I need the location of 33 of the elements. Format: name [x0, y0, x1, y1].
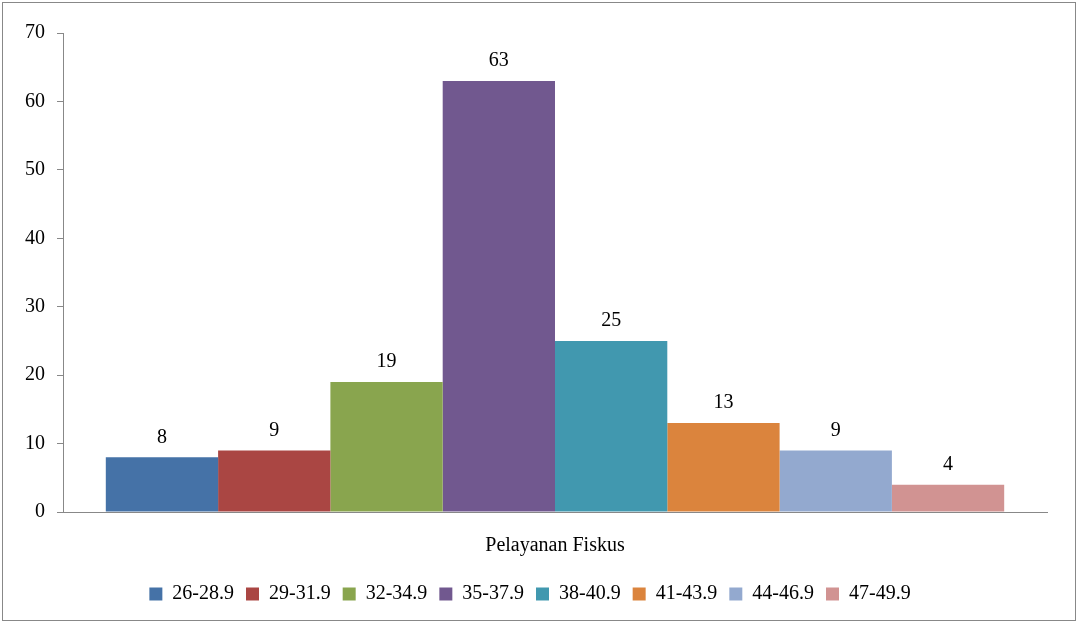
bar — [779, 450, 892, 512]
y-tick-label: 0 — [35, 499, 45, 522]
x-tick-label: Pelayanan Fiskus — [485, 533, 625, 557]
legend-label: 47-49.9 — [848, 581, 911, 604]
legend-label: 29-31.9 — [269, 581, 331, 604]
data-label: 9 — [269, 417, 280, 440]
y-tick-label: 50 — [25, 157, 45, 180]
bar — [891, 484, 1005, 512]
legend-label: 35-37.9 — [462, 581, 525, 604]
legend-label: 41-43.9 — [655, 581, 718, 604]
bar — [442, 80, 555, 512]
data-label: 4 — [943, 451, 954, 474]
y-tick-label: 60 — [25, 88, 45, 111]
bar — [330, 381, 443, 512]
bar — [105, 457, 219, 512]
data-label: 13 — [713, 390, 734, 413]
data-label: 63 — [488, 48, 509, 71]
y-tick-label: 30 — [25, 293, 45, 316]
legend-label: 44-46.9 — [752, 581, 814, 604]
data-label: 8 — [156, 424, 167, 447]
y-tick-label: 70 — [25, 20, 45, 43]
data-label: 25 — [601, 308, 622, 331]
y-tick-label: 40 — [25, 225, 45, 248]
y-tick-label: 10 — [25, 430, 45, 453]
legend-label: 26-28.9 — [172, 581, 235, 604]
legend-label: 32-34.9 — [365, 581, 428, 604]
bar — [555, 340, 668, 512]
y-tick-label: 20 — [25, 362, 45, 385]
bar — [218, 450, 331, 512]
legend-label: 38-40.9 — [559, 581, 621, 604]
data-label: 9 — [830, 417, 841, 440]
bar — [667, 423, 780, 512]
data-label: 19 — [376, 349, 397, 372]
